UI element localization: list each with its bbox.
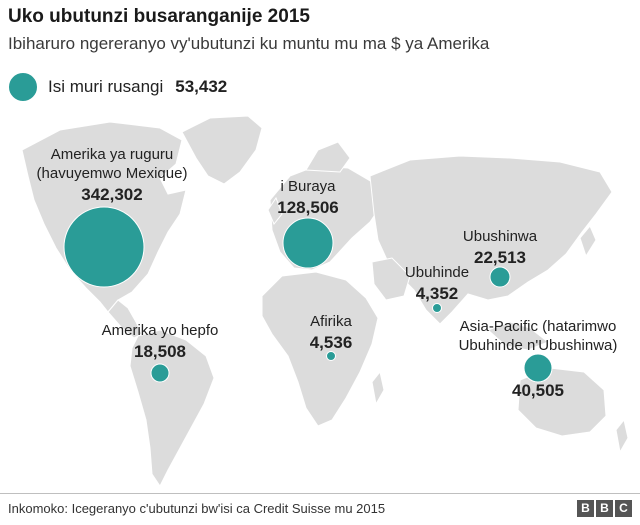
- bbc-logo-letter-1: B: [577, 500, 594, 517]
- label-asia-pacific-line2: Ubuhinde n'Ubushinwa): [458, 336, 618, 354]
- bubble-south-america: [150, 363, 170, 383]
- bubble-europe: [282, 217, 334, 269]
- value-asia-pacific: 40,505: [512, 381, 564, 400]
- chart-title: Uko ubutunzi busaranganije 2015: [8, 6, 310, 27]
- legend: Isi muri rusangi 53,432: [8, 72, 227, 102]
- value-europe: 128,506: [277, 197, 339, 217]
- south-america-shape: [129, 329, 215, 487]
- africa-shape: [261, 271, 379, 427]
- australia-shape: [517, 367, 607, 437]
- arabia-shape: [371, 257, 411, 301]
- japan-shape: [579, 225, 597, 258]
- label-china: Ubushinwa 22,513: [463, 228, 537, 268]
- southeast-asia-shape: [487, 321, 549, 351]
- scandinavia-shape: [305, 141, 351, 173]
- madagascar-shape: [371, 370, 385, 406]
- uk-shape: [267, 196, 283, 225]
- value-india: 4,352: [415, 283, 459, 303]
- label-india-line1: Ubuhinde: [404, 264, 470, 281]
- bubble-asia-pacific: [523, 353, 553, 383]
- value-south-america: 18,508: [133, 341, 186, 361]
- label-south-america: Amerika yo hepfo 18,508: [102, 322, 219, 362]
- footer-divider: [0, 493, 640, 494]
- label-asia-pacific-line1: Asia-Pacific (hatarimwo: [459, 318, 617, 335]
- source-note: Inkomoko: Icegeranyo c'ubutunzi bw'isi c…: [8, 501, 386, 516]
- label-north-america: Amerika ya ruguru (havuyemwo Mexique) 34…: [37, 146, 188, 205]
- label-europe-line1: i Buraya: [280, 178, 336, 195]
- label-africa: Afirika 4,536: [310, 313, 353, 353]
- new-zealand-shape: [615, 418, 629, 454]
- label-africa-line1: Afirika: [310, 313, 352, 330]
- legend-label: Isi muri rusangi: [48, 77, 164, 96]
- label-china-line1: Ubushinwa: [462, 228, 538, 245]
- bbc-logo-letter-2: B: [596, 500, 613, 517]
- label-europe: i Buraya 128,506: [277, 178, 338, 218]
- bubble-india: [432, 303, 442, 313]
- label-north-america-line2: (havuyemwo Mexique): [36, 164, 188, 182]
- legend-bubble: [8, 72, 38, 102]
- label-asia-pacific: Asia-Pacific (hatarimwo Ubuhinde n'Ubush…: [459, 318, 618, 356]
- bubble-north-america: [63, 206, 145, 288]
- bbc-logo: B B C: [577, 500, 632, 517]
- bubbles: [63, 206, 553, 383]
- bubble-china: [489, 266, 511, 288]
- central-america-shape: [107, 299, 143, 339]
- value-africa: 4,536: [309, 332, 353, 352]
- value-asia-pacific-wrap: 40,505: [512, 380, 564, 401]
- legend-value: 53,432: [175, 77, 228, 96]
- bubble-africa: [326, 351, 336, 361]
- label-south-america-line1: Amerika yo hepfo: [101, 322, 219, 339]
- value-north-america: 342,302: [81, 184, 143, 204]
- greenland-shape: [181, 115, 263, 185]
- value-china: 22,513: [474, 247, 526, 267]
- label-india: Ubuhinde 4,352: [405, 264, 469, 304]
- label-north-america-line1: Amerika ya ruguru: [50, 146, 174, 163]
- bbc-logo-letter-3: C: [615, 500, 632, 517]
- chart-subtitle: Ibiharuro ngereranyo vy'ubutunzi ku munt…: [8, 34, 490, 53]
